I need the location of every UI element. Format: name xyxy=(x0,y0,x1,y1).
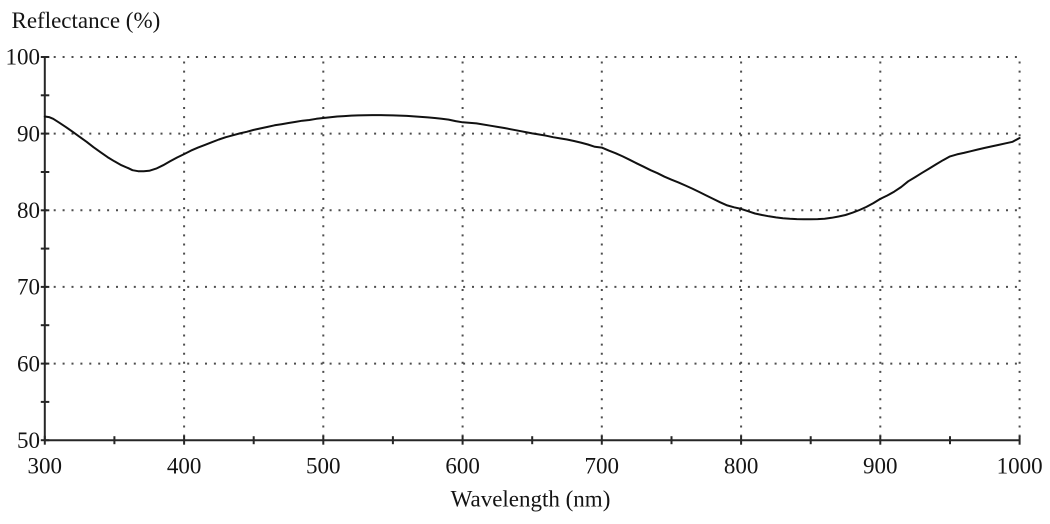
svg-text:500: 500 xyxy=(306,454,341,479)
svg-text:Wavelength (nm): Wavelength (nm) xyxy=(451,487,611,512)
svg-text:50: 50 xyxy=(17,428,40,453)
svg-text:Reflectance (%): Reflectance (%) xyxy=(12,8,161,33)
svg-text:900: 900 xyxy=(863,454,898,479)
svg-text:1000: 1000 xyxy=(997,454,1043,479)
svg-text:70: 70 xyxy=(17,275,40,300)
svg-text:90: 90 xyxy=(17,121,40,146)
svg-text:600: 600 xyxy=(445,454,480,479)
svg-text:80: 80 xyxy=(17,198,40,223)
svg-text:100: 100 xyxy=(6,45,41,70)
svg-text:60: 60 xyxy=(17,351,40,376)
svg-text:800: 800 xyxy=(724,454,759,479)
svg-text:400: 400 xyxy=(167,454,202,479)
svg-text:700: 700 xyxy=(585,454,620,479)
svg-text:300: 300 xyxy=(28,454,63,479)
